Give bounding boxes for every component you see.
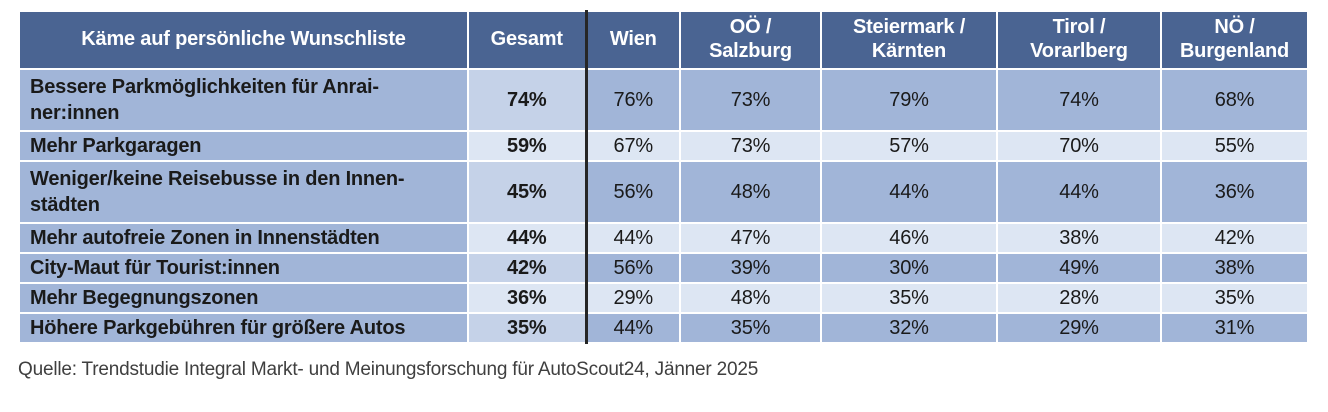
row-label: Bessere Parkmöglichkeiten für Anrai- ner… — [18, 68, 469, 132]
row-label: Höhere Parkgebühren für größere Autos — [18, 312, 469, 344]
cell-noe-burgenland: 42% — [1160, 222, 1309, 254]
cell-tirol-vorarlberg: 38% — [996, 222, 1162, 254]
cell-gesamt: 45% — [467, 160, 587, 224]
table-row: Höhere Parkgebühren für größere Autos 35… — [18, 312, 1309, 344]
cell-tirol-vorarlberg: 29% — [996, 312, 1162, 344]
header-cell-tirol-vorarlberg: Tirol / Vorarlberg — [996, 10, 1162, 70]
cell-noe-burgenland: 38% — [1160, 252, 1309, 284]
cell-steiermark-kaernten: 30% — [820, 252, 998, 284]
row-label: Weniger/keine Reisebusse in den Innen- s… — [18, 160, 469, 224]
cell-gesamt: 74% — [467, 68, 587, 132]
cell-ooe-salzburg: 73% — [679, 130, 822, 162]
cell-ooe-salzburg: 48% — [679, 282, 822, 314]
table-row: City-Maut für Tourist:innen 42% 56% 39% … — [18, 252, 1309, 284]
wishlist-survey-table: Käme auf persönliche Wunschliste Gesamt … — [18, 10, 1309, 344]
cell-wien: 76% — [584, 68, 681, 132]
header-cell-ooe-salzburg: OÖ / Salzburg — [679, 10, 822, 70]
cell-wien: 29% — [584, 282, 681, 314]
table-header: Käme auf persönliche Wunschliste Gesamt … — [18, 10, 1309, 70]
cell-ooe-salzburg: 48% — [679, 160, 822, 224]
cell-gesamt: 35% — [467, 312, 587, 344]
row-label: Mehr Begegnungszonen — [18, 282, 469, 314]
table-row: Mehr autofreie Zonen in Innenstädten 44%… — [18, 222, 1309, 254]
table-row: Bessere Parkmöglichkeiten für Anrai- ner… — [18, 68, 1309, 132]
cell-gesamt: 36% — [467, 282, 587, 314]
cell-steiermark-kaernten: 57% — [820, 130, 998, 162]
row-label: City-Maut für Tourist:innen — [18, 252, 469, 284]
cell-ooe-salzburg: 39% — [679, 252, 822, 284]
cell-wien: 56% — [584, 160, 681, 224]
cell-wien: 44% — [584, 222, 681, 254]
cell-noe-burgenland: 35% — [1160, 282, 1309, 314]
cell-steiermark-kaernten: 32% — [820, 312, 998, 344]
cell-tirol-vorarlberg: 70% — [996, 130, 1162, 162]
row-label: Mehr autofreie Zonen in Innenstädten — [18, 222, 469, 254]
header-cell-noe-burgenland: NÖ / Burgenland — [1160, 10, 1309, 70]
row-label: Mehr Parkgaragen — [18, 130, 469, 162]
cell-gesamt: 59% — [467, 130, 587, 162]
cell-noe-burgenland: 36% — [1160, 160, 1309, 224]
table-row: Mehr Begegnungszonen 36% 29% 48% 35% 28%… — [18, 282, 1309, 314]
cell-noe-burgenland: 55% — [1160, 130, 1309, 162]
table-row: Mehr Parkgaragen 59% 67% 73% 57% 70% 55% — [18, 130, 1309, 162]
cell-wien: 56% — [584, 252, 681, 284]
table-body: Bessere Parkmöglichkeiten für Anrai- ner… — [18, 68, 1309, 344]
cell-noe-burgenland: 31% — [1160, 312, 1309, 344]
cell-steiermark-kaernten: 44% — [820, 160, 998, 224]
cell-gesamt: 42% — [467, 252, 587, 284]
cell-ooe-salzburg: 35% — [679, 312, 822, 344]
cell-wien: 44% — [584, 312, 681, 344]
cell-noe-burgenland: 68% — [1160, 68, 1309, 132]
cell-steiermark-kaernten: 79% — [820, 68, 998, 132]
table-row: Weniger/keine Reisebusse in den Innen- s… — [18, 160, 1309, 224]
header-row: Käme auf persönliche Wunschliste Gesamt … — [18, 10, 1309, 70]
cell-steiermark-kaernten: 46% — [820, 222, 998, 254]
header-cell-steiermark-kaernten: Steiermark / Kärnten — [820, 10, 998, 70]
header-cell-wien: Wien — [584, 10, 681, 70]
header-cell-wishlist: Käme auf persönliche Wunschliste — [18, 10, 469, 70]
cell-ooe-salzburg: 47% — [679, 222, 822, 254]
cell-tirol-vorarlberg: 74% — [996, 68, 1162, 132]
cell-tirol-vorarlberg: 28% — [996, 282, 1162, 314]
cell-gesamt: 44% — [467, 222, 587, 254]
cell-tirol-vorarlberg: 44% — [996, 160, 1162, 224]
cell-ooe-salzburg: 73% — [679, 68, 822, 132]
cell-steiermark-kaernten: 35% — [820, 282, 998, 314]
cell-wien: 67% — [584, 130, 681, 162]
source-note: Quelle: Trendstudie Integral Markt- und … — [18, 359, 759, 380]
header-cell-gesamt: Gesamt — [467, 10, 587, 70]
cell-tirol-vorarlberg: 49% — [996, 252, 1162, 284]
